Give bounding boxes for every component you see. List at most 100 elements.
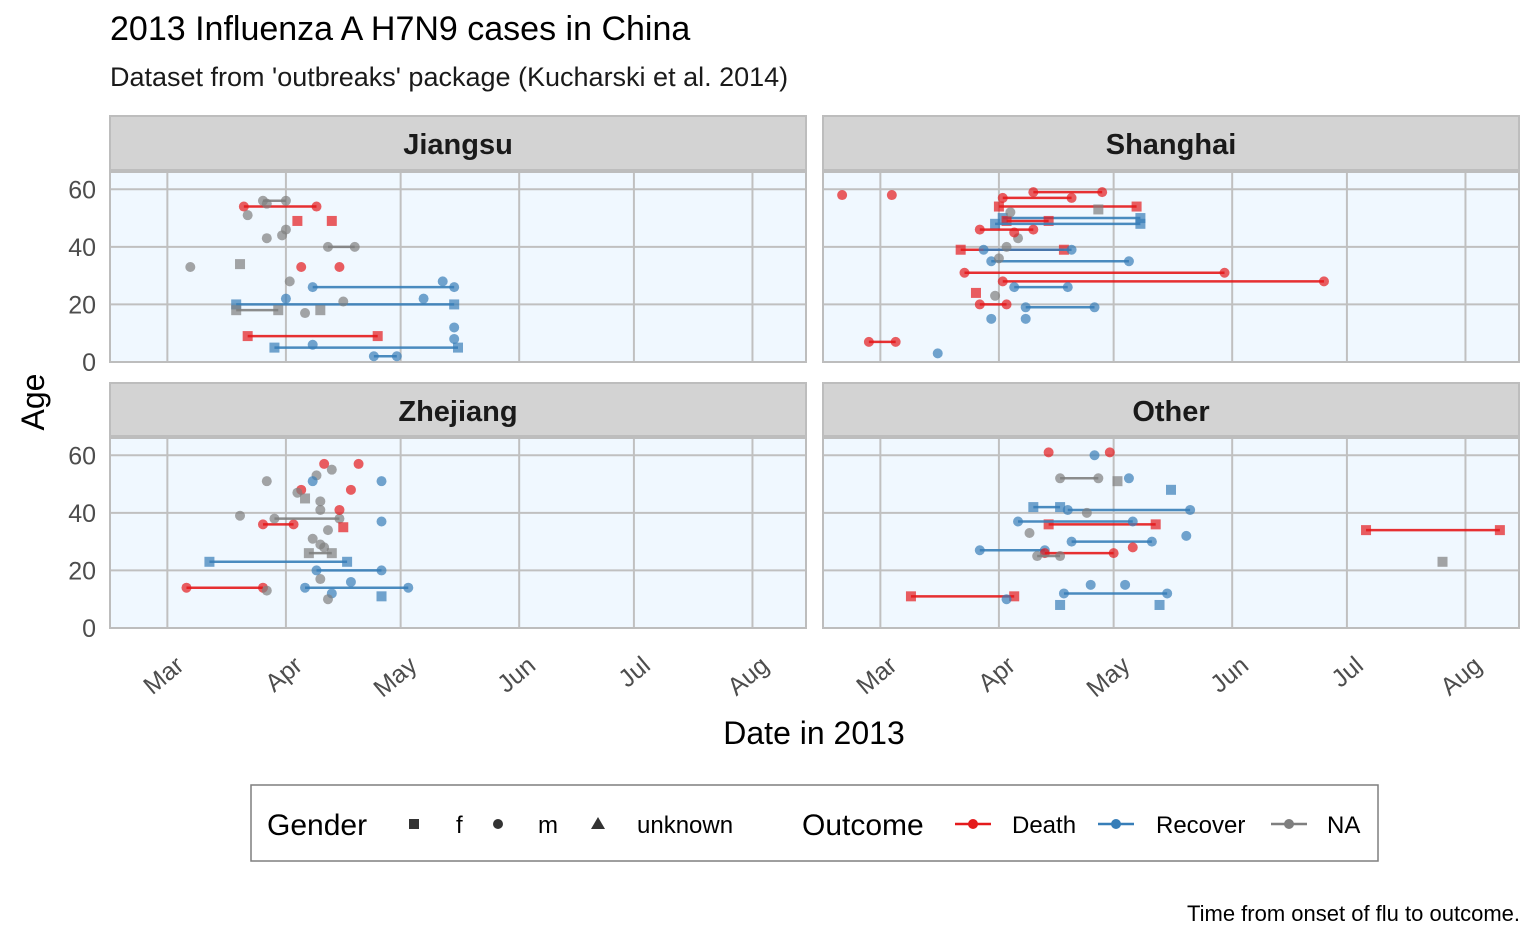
onset-point [307, 282, 318, 293]
case-segment [978, 244, 1077, 255]
outcome-point [1150, 519, 1161, 530]
case-point [326, 464, 337, 475]
case-point [1005, 207, 1016, 218]
case-point [261, 198, 272, 209]
x-tick-label: Aug [1435, 651, 1487, 701]
case-point [990, 290, 1001, 301]
case-segment [1001, 215, 1054, 226]
onset-point [959, 267, 970, 278]
data-marks [181, 187, 1505, 610]
case-segment [204, 556, 353, 567]
case-segment [300, 582, 414, 593]
case-point [284, 276, 295, 287]
facet-strip-label: Jiangsu [403, 129, 513, 161]
case-segment [303, 548, 337, 559]
case-point [242, 210, 253, 221]
x-tick-label: Jul [1326, 651, 1368, 693]
case-point [1043, 447, 1054, 458]
y-tick-label: 40 [68, 234, 96, 262]
chart-caption: Time from onset of flu to outcome. [1187, 901, 1520, 926]
onset-point [1066, 536, 1077, 547]
outcome-point [403, 582, 414, 593]
case-point [1127, 542, 1138, 553]
case-segment [974, 299, 1012, 310]
case-point [1081, 507, 1092, 518]
case-point [307, 533, 318, 544]
facet-panel-zhejiang: Zhejiang 0 20 40 60 Mar Apr May Jun Jul Aug [68, 382, 807, 703]
case-segment [1055, 473, 1104, 484]
facet-panel-other: Other Mar Apr May Jun Jul Aug [822, 382, 1520, 703]
outcome-point [1108, 548, 1119, 559]
case-point [449, 333, 460, 344]
case-segment [1013, 516, 1138, 527]
case-point [970, 287, 981, 298]
onset-point [986, 256, 997, 267]
case-segment [997, 276, 1329, 287]
case-point [326, 215, 337, 226]
case-point [235, 510, 246, 521]
onset-point [1028, 187, 1039, 198]
facet-strip [822, 382, 1520, 437]
case-segment [986, 256, 1134, 267]
outcome-point [1219, 267, 1230, 278]
onset-point [368, 351, 379, 362]
case-segment [1043, 519, 1161, 530]
case-point [1181, 530, 1192, 541]
case-segment [269, 342, 463, 353]
onset-point [1032, 551, 1043, 562]
facet-strip-label: Shanghai [1106, 129, 1237, 161]
case-point [1112, 476, 1123, 487]
outcome-point [1062, 282, 1073, 293]
legend-key-point [1111, 819, 1121, 829]
legend-outcome-label: Recover [1156, 812, 1245, 839]
y-tick-label: 0 [82, 615, 96, 643]
case-point [315, 305, 326, 316]
case-point [334, 504, 345, 515]
outcome-point [1131, 201, 1142, 212]
outcome-point [453, 342, 463, 353]
facet-strip [822, 115, 1520, 171]
facet-panel-shanghai: Shanghai [822, 115, 1520, 363]
case-point [886, 190, 897, 201]
legend-outcome-label: NA [1327, 812, 1360, 839]
x-axis-title: Date in 2013 [723, 715, 904, 751]
onset-point [257, 519, 268, 530]
case-point [1009, 227, 1020, 238]
onset-point [1062, 504, 1073, 515]
case-segment [1020, 302, 1100, 313]
outcome-point [1043, 215, 1054, 226]
onset-point [238, 201, 249, 212]
outcome-point [334, 513, 345, 524]
legend-outcome-title: Outcome [802, 809, 924, 842]
onset-point [863, 336, 874, 347]
case-segment [368, 351, 402, 362]
outcome-point [1066, 244, 1077, 255]
case-point [261, 233, 272, 244]
onset-point [322, 241, 333, 252]
case-segment [257, 519, 299, 530]
panel-border [109, 437, 807, 629]
onset-point [311, 565, 322, 576]
outcome-point [1097, 187, 1108, 198]
case-point [1120, 579, 1131, 590]
x-tick-label: May [1081, 651, 1136, 703]
outcome-point [1123, 256, 1134, 267]
case-point [307, 476, 318, 487]
outcome-point [1135, 213, 1146, 224]
y-tick-label: 0 [82, 349, 96, 377]
outcome-point [1162, 588, 1173, 599]
case-point [261, 585, 272, 596]
onset-point [231, 305, 242, 316]
x-tick-label: Jul [613, 651, 655, 693]
onset-point [269, 513, 280, 524]
case-segment [993, 201, 1142, 212]
panel-border [822, 437, 1520, 629]
case-point [1123, 473, 1134, 484]
outcome-point [1494, 525, 1505, 536]
onset-point [204, 556, 215, 567]
case-segment [974, 224, 1039, 235]
case-segment [997, 192, 1077, 203]
facet-panel-jiangsu: Jiangsu 0 20 40 60 [68, 115, 807, 377]
legend-box [250, 784, 1379, 862]
outcome-point [1093, 473, 1104, 484]
